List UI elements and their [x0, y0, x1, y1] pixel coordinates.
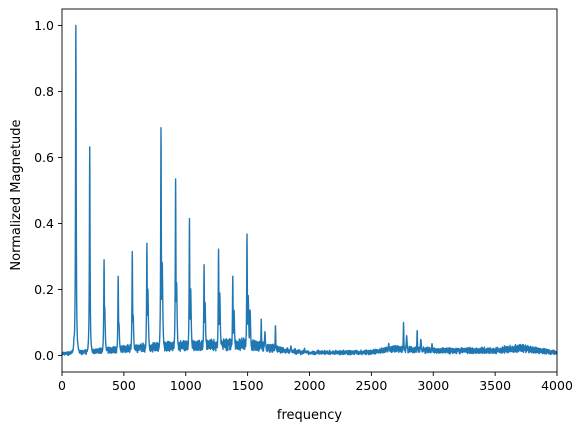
x-tick-label: 3000	[417, 378, 449, 393]
y-tick-label: 1.0	[34, 18, 54, 33]
series-layer	[61, 24, 558, 356]
x-tick-label: 500	[112, 378, 136, 393]
x-tick-label: 2500	[355, 378, 387, 393]
x-tick-label: 0	[58, 378, 66, 393]
x-tick-label: 2000	[294, 378, 326, 393]
y-axis-ticks: 0.0 0.2 0.4 0.6 0.8 1.0	[34, 18, 62, 363]
x-axis-ticks: 0 500 1000 1500 2000 2500 3000 3500 4000	[58, 372, 573, 393]
y-tick-label: 0.2	[34, 282, 54, 297]
y-tick-label: 0.4	[34, 216, 54, 231]
x-tick-label: 1500	[232, 378, 264, 393]
spectrum-line	[61, 24, 558, 356]
x-axis-label: frequency	[277, 408, 343, 423]
y-tick-label: 0.0	[34, 348, 54, 363]
y-tick-label: 0.6	[34, 150, 54, 165]
y-axis-label: Normalized Magnetude	[9, 119, 24, 270]
y-tick-label: 0.8	[34, 84, 54, 99]
x-tick-label: 3500	[479, 378, 511, 393]
x-tick-label: 4000	[541, 378, 573, 393]
x-tick-label: 1000	[170, 378, 202, 393]
